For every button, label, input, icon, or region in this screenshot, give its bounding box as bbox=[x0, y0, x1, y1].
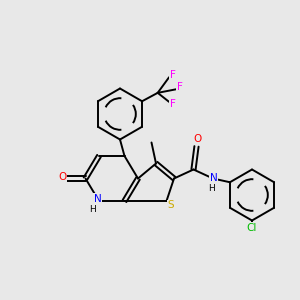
Text: H: H bbox=[208, 184, 215, 193]
Text: Cl: Cl bbox=[247, 223, 257, 233]
Text: F: F bbox=[170, 70, 176, 80]
Text: S: S bbox=[168, 200, 174, 211]
Text: O: O bbox=[193, 134, 202, 145]
Text: N: N bbox=[94, 194, 101, 204]
Text: H: H bbox=[89, 205, 96, 214]
Text: F: F bbox=[170, 99, 176, 109]
Text: O: O bbox=[58, 172, 66, 182]
Text: F: F bbox=[177, 82, 183, 92]
Text: N: N bbox=[210, 173, 218, 184]
